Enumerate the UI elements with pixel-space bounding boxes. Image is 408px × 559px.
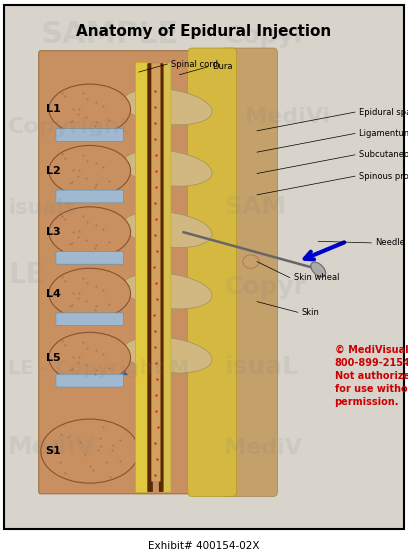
Text: L3: L3 bbox=[46, 227, 60, 237]
Text: MediVi: MediVi bbox=[245, 107, 330, 127]
Ellipse shape bbox=[122, 150, 212, 186]
Ellipse shape bbox=[49, 332, 131, 383]
Ellipse shape bbox=[49, 268, 131, 319]
Ellipse shape bbox=[311, 262, 326, 277]
Text: Copyr: Copyr bbox=[224, 23, 306, 48]
Ellipse shape bbox=[122, 273, 212, 309]
Text: L4: L4 bbox=[46, 288, 60, 299]
Ellipse shape bbox=[49, 84, 131, 135]
FancyBboxPatch shape bbox=[188, 48, 237, 496]
Text: Copyr: Copyr bbox=[224, 274, 306, 299]
FancyBboxPatch shape bbox=[162, 63, 171, 492]
Text: S1: S1 bbox=[45, 446, 61, 456]
Text: LE - Copyright M: LE - Copyright M bbox=[8, 359, 189, 378]
FancyBboxPatch shape bbox=[220, 48, 277, 496]
Text: L2: L2 bbox=[46, 166, 60, 176]
Text: MediV: MediV bbox=[224, 438, 302, 458]
Text: Needle: Needle bbox=[375, 238, 405, 248]
Text: SAMPLE: SAMPLE bbox=[41, 20, 179, 49]
FancyBboxPatch shape bbox=[159, 64, 163, 492]
FancyBboxPatch shape bbox=[56, 252, 124, 264]
Text: MediV: MediV bbox=[8, 435, 96, 459]
Text: L5: L5 bbox=[46, 353, 60, 363]
Ellipse shape bbox=[122, 337, 212, 373]
Ellipse shape bbox=[49, 207, 131, 258]
Text: Skin: Skin bbox=[302, 308, 320, 317]
FancyBboxPatch shape bbox=[151, 63, 160, 481]
Text: Anatomy of Epidural Injection: Anatomy of Epidural Injection bbox=[76, 24, 332, 39]
Text: Spinous process: Spinous process bbox=[359, 172, 408, 181]
Ellipse shape bbox=[122, 89, 212, 125]
FancyBboxPatch shape bbox=[56, 313, 124, 326]
Text: SAM: SAM bbox=[224, 195, 286, 219]
Text: Exhibit# 400154-02X: Exhibit# 400154-02X bbox=[148, 542, 260, 551]
Text: Subcutaneous fat: Subcutaneous fat bbox=[359, 150, 408, 159]
Text: Epidural space: Epidural space bbox=[359, 107, 408, 117]
FancyBboxPatch shape bbox=[56, 190, 124, 203]
Text: © MediVisuals
800-899-2154
Not authorized
for use without
permission.: © MediVisuals 800-899-2154 Not authorize… bbox=[335, 344, 408, 407]
FancyBboxPatch shape bbox=[56, 374, 124, 387]
Text: Copyright: Copyright bbox=[8, 117, 131, 138]
Text: Dura: Dura bbox=[212, 62, 233, 71]
FancyBboxPatch shape bbox=[56, 129, 124, 141]
Text: Spinal cord: Spinal cord bbox=[171, 60, 218, 69]
Ellipse shape bbox=[243, 255, 259, 268]
Text: isuals: isuals bbox=[8, 197, 76, 217]
Ellipse shape bbox=[122, 211, 212, 248]
Text: isuaL: isuaL bbox=[224, 355, 299, 378]
FancyBboxPatch shape bbox=[135, 63, 148, 492]
Text: L1: L1 bbox=[46, 105, 60, 115]
Text: LE: LE bbox=[8, 261, 44, 289]
FancyBboxPatch shape bbox=[148, 64, 153, 492]
Ellipse shape bbox=[49, 145, 131, 196]
Ellipse shape bbox=[41, 419, 139, 483]
Text: Ligamentum flavum: Ligamentum flavum bbox=[359, 129, 408, 138]
FancyBboxPatch shape bbox=[4, 6, 404, 528]
Text: Skin wheal: Skin wheal bbox=[294, 273, 339, 282]
FancyBboxPatch shape bbox=[39, 51, 235, 494]
